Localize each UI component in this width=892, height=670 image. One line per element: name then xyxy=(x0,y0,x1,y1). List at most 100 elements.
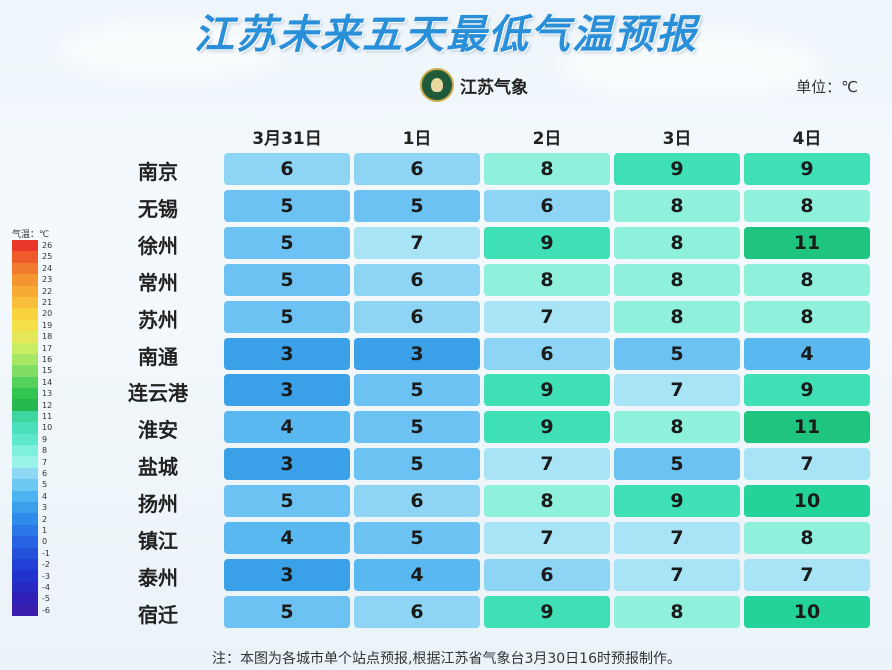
temperature-cell: 9 xyxy=(484,226,610,259)
legend-swatch xyxy=(12,388,38,400)
temperature-cell: 8 xyxy=(614,411,740,444)
column-header: 2日 xyxy=(532,129,562,149)
city-label: 常州 xyxy=(138,270,178,295)
legend-label: 7 xyxy=(42,457,48,467)
temperature-cell: 7 xyxy=(484,448,610,481)
legend-swatch xyxy=(12,296,38,309)
temperature-cell: 5 xyxy=(354,448,480,481)
temperature-cell: 7 xyxy=(484,522,610,554)
legend-label: 0 xyxy=(42,537,48,547)
temperature-cell: 11 xyxy=(744,411,870,444)
city-label: 泰州 xyxy=(138,565,178,590)
legend-label: -3 xyxy=(42,571,50,581)
city-label: 淮安 xyxy=(138,418,178,443)
legend-label: 14 xyxy=(42,377,53,387)
legend-swatch xyxy=(12,558,38,571)
legend-swatch xyxy=(12,422,38,434)
legend-swatch xyxy=(12,513,38,525)
city-label: 宿迁 xyxy=(138,602,178,627)
city-label: 连云港 xyxy=(128,381,188,406)
legend-swatch xyxy=(12,331,38,343)
column-header: 1日 xyxy=(402,129,432,149)
background-cloud xyxy=(60,20,280,80)
temperature-cell: 8 xyxy=(744,189,870,222)
temperature-cell: 10 xyxy=(744,485,870,518)
temperature-cell: 8 xyxy=(744,300,870,333)
meteorology-emblem-icon xyxy=(420,68,454,102)
legend-label: 13 xyxy=(42,389,53,399)
temperature-cell: 6 xyxy=(484,337,610,370)
legend-title: 气温：℃ xyxy=(12,230,50,240)
temperature-cell: 7 xyxy=(744,448,870,481)
temperature-cell: 5 xyxy=(354,374,480,407)
city-label: 苏州 xyxy=(138,307,178,332)
temperature-cell: 9 xyxy=(484,411,610,444)
legend-label: 10 xyxy=(42,423,53,433)
legend-label: 15 xyxy=(42,366,53,376)
temperature-cell: 5 xyxy=(224,263,350,296)
temperature-cell: 10 xyxy=(744,595,870,628)
legend-label: -2 xyxy=(42,560,50,570)
logo: 江苏气象 xyxy=(420,68,528,102)
temperature-cell: 6 xyxy=(354,263,480,296)
legend-swatch xyxy=(12,240,38,252)
temperature-cell: 8 xyxy=(614,226,740,259)
legend-label: 1 xyxy=(42,526,48,535)
legend-label: -5 xyxy=(42,594,50,604)
temperature-cell: 5 xyxy=(224,300,350,333)
column-header: 3月31日 xyxy=(252,129,322,149)
city-label: 扬州 xyxy=(138,492,178,517)
unit-label: 单位：℃ xyxy=(796,78,858,96)
temperature-cell: 5 xyxy=(224,485,350,518)
temperature-cell: 7 xyxy=(744,558,870,591)
legend-swatch xyxy=(12,251,38,263)
city-label: 南京 xyxy=(138,160,178,184)
legend-label: 9 xyxy=(42,434,48,444)
temperature-cell: 5 xyxy=(354,522,480,554)
temperature-cell: 5 xyxy=(224,595,350,628)
legend-swatch xyxy=(12,467,38,480)
page-title: 江苏未来五天最低气温预报 xyxy=(194,12,698,58)
footnote: 注：本图为各城市单个站点预报,根据江苏省气象台3月30日16时预报制作。 xyxy=(212,651,681,667)
temperature-cell: 5 xyxy=(614,337,740,370)
legend-swatch xyxy=(12,262,38,275)
temperature-cell: 8 xyxy=(744,522,870,554)
temperature-color-legend xyxy=(12,240,38,616)
temperature-cell: 7 xyxy=(484,300,610,333)
legend-label: 8 xyxy=(42,446,48,456)
temperature-cell: 9 xyxy=(744,153,870,185)
legend-swatch xyxy=(12,410,38,423)
temperature-cell: 6 xyxy=(354,300,480,333)
temperature-cell: 8 xyxy=(614,189,740,222)
temperature-cell: 5 xyxy=(354,189,480,222)
temperature-cell: 7 xyxy=(614,522,740,554)
legend-swatch xyxy=(12,319,38,332)
temperature-cell: 6 xyxy=(354,153,480,185)
legend-label: 22 xyxy=(42,286,53,296)
legend-swatch xyxy=(12,353,38,366)
legend-swatch xyxy=(12,547,38,559)
legend-swatch xyxy=(12,524,38,537)
temperature-cell: 8 xyxy=(484,263,610,296)
legend-label: 24 xyxy=(42,263,53,273)
legend-label: 4 xyxy=(42,491,48,501)
legend-label: 11 xyxy=(42,412,53,421)
temperature-cell: 9 xyxy=(614,485,740,518)
temperature-cell: 8 xyxy=(744,263,870,296)
column-header: 3日 xyxy=(662,129,692,149)
temperature-cell: 9 xyxy=(484,374,610,407)
legend-swatch xyxy=(12,581,38,594)
temperature-cell: 7 xyxy=(614,374,740,407)
temperature-cell: 3 xyxy=(224,558,350,591)
legend-label: 26 xyxy=(42,241,53,250)
temperature-cell: 8 xyxy=(614,300,740,333)
logo-text: 江苏气象 xyxy=(460,77,528,98)
legend-label: 16 xyxy=(42,355,53,364)
temperature-cell: 3 xyxy=(224,374,350,407)
city-label: 徐州 xyxy=(138,233,178,258)
temperature-cell: 8 xyxy=(484,153,610,185)
temperature-cell: 5 xyxy=(224,189,350,222)
legend-swatch xyxy=(12,604,38,616)
legend-label: -4 xyxy=(42,583,50,592)
city-label: 南通 xyxy=(138,344,178,369)
